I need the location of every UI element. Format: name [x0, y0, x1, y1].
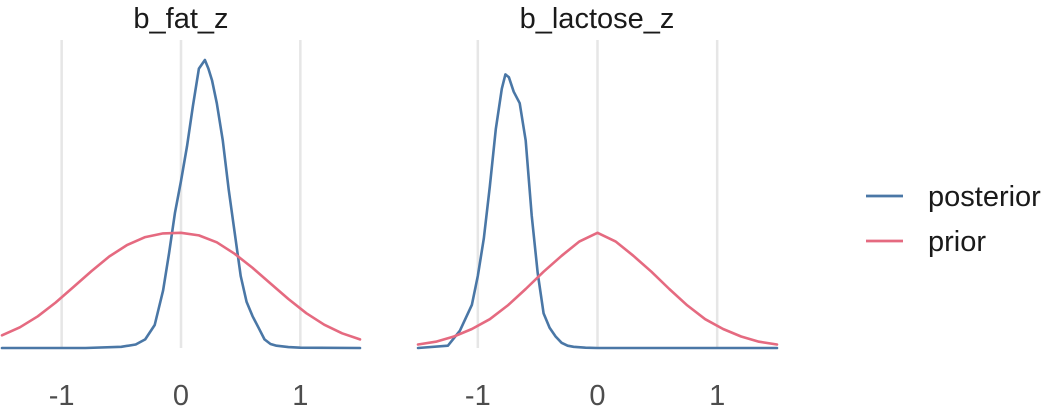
- panel-title: b_fat_z: [133, 3, 228, 35]
- legend: posterior prior: [866, 181, 1041, 258]
- facet-panel-0: b_fat_z -1 0 1: [0, 3, 362, 408]
- legend-label-prior: prior: [928, 226, 986, 258]
- posterior-density-line: [416, 73, 779, 350]
- x-tick-label: 0: [173, 380, 189, 408]
- x-tick-label: 1: [292, 380, 308, 408]
- x-tick-label: -1: [49, 380, 75, 408]
- x-tick-label: 1: [709, 380, 725, 408]
- x-tick-label: 0: [589, 380, 605, 408]
- prior-density-line: [0, 231, 362, 341]
- posterior-density-line: [0, 58, 362, 350]
- x-tick-label: -1: [465, 380, 491, 408]
- facet-panel-1: b_lactose_z -1 0 1: [416, 3, 779, 408]
- legend-label-posterior: posterior: [928, 181, 1041, 213]
- prior-density-line: [416, 231, 779, 346]
- panel-title: b_lactose_z: [520, 3, 675, 35]
